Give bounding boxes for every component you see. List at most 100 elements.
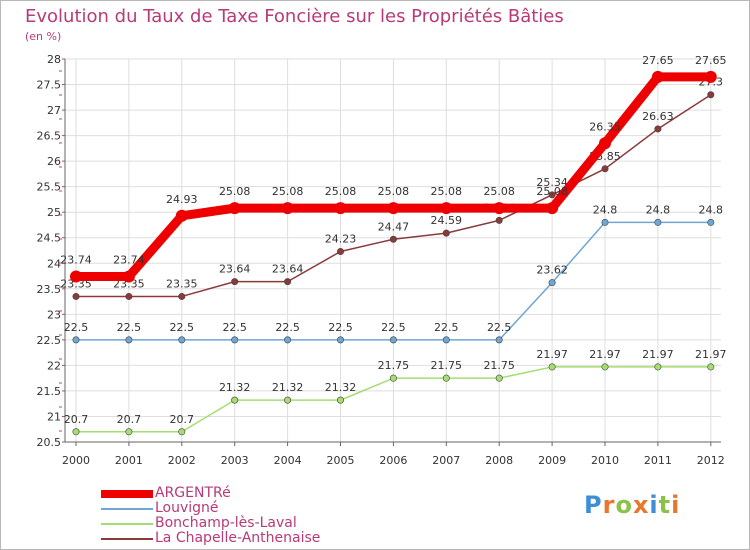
data-label: 23.35 — [166, 277, 198, 290]
data-point — [336, 248, 344, 256]
data-point — [231, 336, 239, 344]
proxiti-logo: Proxiti — [584, 491, 680, 519]
data-label: 20.7 — [170, 413, 195, 426]
y-axis-unit: (en %) — [25, 30, 62, 43]
data-point — [548, 363, 556, 371]
y-tick-label: 22.5 — [37, 334, 62, 347]
data-point — [178, 428, 186, 436]
data-label: 25.08 — [536, 185, 568, 198]
data-point — [72, 428, 80, 436]
x-tick-label: 2007 — [432, 454, 460, 467]
data-label: 22.5 — [64, 321, 89, 334]
y-tick-label: 23.5 — [37, 283, 62, 296]
data-label: 22.5 — [117, 321, 142, 334]
data-label: 24.93 — [166, 193, 198, 206]
data-point — [228, 202, 241, 215]
data-label: 26.63 — [642, 110, 674, 123]
data-point — [599, 137, 611, 150]
data-point — [336, 396, 344, 404]
data-label: 21.97 — [536, 348, 568, 361]
data-point — [707, 218, 715, 226]
data-point — [387, 202, 400, 215]
data-point — [178, 292, 186, 300]
logo-letter: i — [649, 491, 659, 519]
data-label: 25.08 — [483, 185, 515, 198]
data-point — [122, 270, 135, 283]
data-label: 25.08 — [272, 185, 304, 198]
x-tick-label: 2004 — [274, 454, 302, 467]
data-point — [548, 279, 556, 287]
logo-letter: x — [632, 491, 650, 519]
data-label: 21.97 — [642, 348, 674, 361]
data-point — [601, 218, 609, 226]
y-tick-label: 25 — [47, 206, 61, 219]
logo-letter: i — [671, 491, 681, 519]
data-point — [125, 428, 133, 436]
y-tick-label: 28 — [47, 53, 61, 66]
data-point — [654, 218, 662, 226]
logo-letter: t — [658, 491, 672, 519]
data-label: 21.75 — [431, 359, 463, 372]
data-label: 24.23 — [325, 233, 357, 246]
data-point — [442, 336, 450, 344]
data-label: 23.64 — [219, 263, 251, 276]
y-tick-label: 23 — [47, 308, 61, 321]
data-label: 25.08 — [378, 185, 410, 198]
data-point — [546, 202, 559, 215]
data-point — [440, 202, 453, 215]
data-label: 22.5 — [487, 321, 512, 334]
data-label: 20.7 — [117, 413, 142, 426]
data-label: 23.74 — [60, 254, 92, 267]
data-label: 20.7 — [64, 413, 89, 426]
data-point — [442, 229, 450, 237]
data-label: 24.47 — [378, 220, 410, 233]
data-point — [284, 396, 292, 404]
y-tick-label: 21 — [47, 410, 61, 423]
data-point — [231, 278, 239, 286]
data-point — [707, 363, 715, 371]
data-label: 24.59 — [431, 214, 463, 227]
data-point — [72, 292, 80, 300]
data-point — [231, 396, 239, 404]
data-point — [336, 336, 344, 344]
x-tick-label: 2003 — [221, 454, 249, 467]
data-label: 24.8 — [593, 203, 618, 216]
data-label: 22.5 — [381, 321, 406, 334]
x-tick-label: 2008 — [485, 454, 513, 467]
data-label: 24.8 — [646, 203, 671, 216]
y-tick-label: 27.5 — [37, 79, 62, 92]
legend-swatch — [101, 523, 153, 525]
legend-label: La Chapelle-Anthenaise — [155, 530, 321, 546]
x-tick-label: 2001 — [115, 454, 143, 467]
legend-label: Bonchamp-lès-Laval — [155, 515, 297, 531]
y-tick-label: 20.5 — [37, 436, 62, 449]
data-point — [654, 363, 662, 371]
y-tick-label: 24 — [47, 257, 61, 270]
y-tick-label: 27 — [47, 104, 61, 117]
data-label: 21.97 — [589, 348, 621, 361]
y-tick-label: 22 — [47, 359, 61, 372]
data-label: 22.5 — [434, 321, 459, 334]
legend-swatch — [101, 538, 153, 540]
data-label: 21.32 — [219, 381, 251, 394]
data-point — [493, 202, 506, 215]
data-point — [495, 374, 503, 382]
data-label: 25.08 — [325, 185, 357, 198]
x-tick-label: 2009 — [538, 454, 566, 467]
data-point — [389, 235, 397, 243]
x-tick-label: 2012 — [697, 454, 725, 467]
data-point — [281, 202, 294, 215]
x-tick-label: 2006 — [379, 454, 407, 467]
data-label: 23.62 — [536, 264, 568, 277]
y-tick-label: 26 — [47, 155, 61, 168]
data-point — [125, 336, 133, 344]
data-point — [389, 374, 397, 382]
data-point — [442, 374, 450, 382]
logo-letter: o — [615, 491, 633, 519]
x-tick-label: 2011 — [644, 454, 672, 467]
data-label: 22.5 — [328, 321, 353, 334]
legend-swatch — [101, 508, 153, 510]
data-label: 21.75 — [378, 359, 410, 372]
data-label: 27.65 — [695, 54, 727, 67]
